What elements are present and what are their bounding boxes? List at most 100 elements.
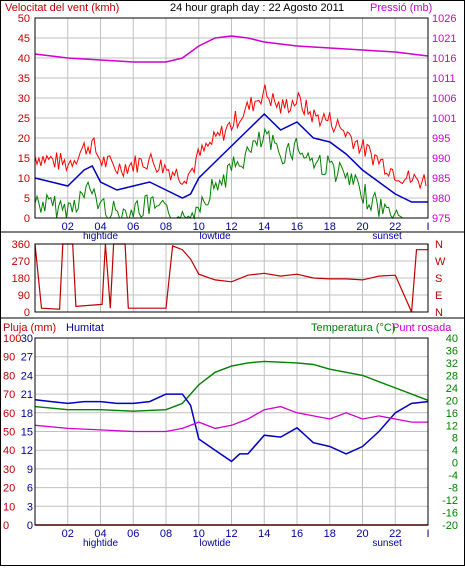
rain-tick-label: 50 (3, 427, 15, 439)
pressure-line (34, 35, 429, 63)
dewpoint-title: Punt rosada (392, 322, 452, 334)
pressure-tick-label: 1021 (432, 33, 456, 45)
hour-tick-label: 18 (324, 528, 336, 540)
humidity-tick-label: 18 (21, 408, 33, 420)
humidity-tick-label: 15 (21, 427, 33, 439)
pressure-tick-label: 1016 (432, 53, 456, 65)
event-label: hightide (83, 538, 118, 549)
compass-tick-label: W (435, 256, 446, 268)
humidity-line (34, 393, 429, 463)
hour-tick-label: 08 (160, 528, 172, 540)
temperature-tick-label: -8 (448, 483, 458, 495)
compass-tick-label: N (435, 307, 443, 319)
rain-title: Pluja (mm) (3, 322, 56, 334)
temperature-tick-label: 16 (446, 408, 458, 420)
hour-tick-label: 10 (193, 528, 205, 540)
hour-tick-label: 08 (160, 221, 172, 233)
humidity-tick-label: 27 (21, 352, 33, 364)
pressure-tick-label: 980 (432, 193, 450, 205)
wind-low-line (34, 127, 426, 220)
pressure-tick-label: 985 (432, 173, 450, 185)
wind-direction-line (34, 243, 429, 313)
wind-gust-line (34, 84, 427, 190)
direction-tick-label: 90 (18, 290, 30, 302)
event-label: sunset (372, 231, 402, 242)
temperature-tick-label: 8 (452, 433, 458, 445)
hour-tick-label: 16 (291, 221, 303, 233)
event-label: hightide (83, 231, 118, 242)
humidity-tick-label: 6 (27, 483, 33, 495)
rain-tick-label: 80 (3, 370, 15, 382)
temperature-tick-label: -12 (442, 495, 458, 507)
wind-tick-label: 15 (18, 153, 30, 165)
hour-tick-label: 14 (258, 528, 270, 540)
date-title: 24 hour graph day : 22 Agosto 2011 (170, 2, 344, 14)
temperature-tick-label: -4 (448, 470, 458, 482)
panel-frame (34, 17, 429, 219)
wind-tick-label: 50 (18, 13, 30, 25)
wind-tick-label: 25 (18, 113, 30, 125)
hour-tick-label: 20 (356, 528, 368, 540)
wind-tick-label: 40 (18, 53, 30, 65)
rain-tick-label: 90 (3, 352, 15, 364)
humidity-tick-label: 9 (27, 464, 33, 476)
hour-tick-label: 14 (258, 221, 270, 233)
pressure-tick-label: 995 (432, 133, 450, 145)
direction-tick-label: 0 (24, 307, 30, 319)
hour-tick-label: 20 (356, 221, 368, 233)
rain-tick-label: 10 (3, 501, 15, 513)
hour-tick-label: 18 (324, 221, 336, 233)
rain-tick-label: 40 (3, 445, 15, 457)
temperature-title: Temperatura (°C) (311, 322, 395, 334)
dewpoint-line (34, 405, 428, 433)
hour-tick-label: 04 (94, 221, 106, 233)
wind-tick-label: 5 (24, 193, 30, 205)
humidity-tick-label: 21 (21, 389, 33, 401)
event-label: lowtide (200, 538, 232, 549)
wind-tick-label: 45 (18, 33, 30, 45)
hour-tick-label: 04 (94, 528, 106, 540)
pressure-tick-label: 1011 (432, 73, 456, 85)
hour-tick-label: I (426, 221, 429, 233)
temperature-tick-label: 12 (446, 420, 458, 432)
hour-tick-label: 22 (389, 221, 401, 233)
compass-tick-label: S (435, 273, 442, 285)
hour-tick-label: 02 (62, 221, 74, 233)
direction-tick-label: 270 (12, 256, 30, 268)
pressure-tick-label: 1001 (432, 113, 456, 125)
rain-tick-label: 20 (3, 483, 15, 495)
temperature-tick-label: 4 (452, 445, 458, 457)
compass-tick-label: N (435, 239, 443, 251)
temperature-tick-label: -20 (442, 520, 458, 532)
wind-tick-label: 20 (18, 133, 30, 145)
humidity-tick-label: 30 (21, 333, 33, 345)
hour-tick-label: 06 (127, 528, 139, 540)
rain-tick-label: 60 (3, 408, 15, 420)
pressure-tick-label: 1006 (432, 93, 456, 105)
direction-tick-label: 180 (12, 273, 30, 285)
panel-frame (34, 337, 429, 526)
temperature-tick-label: 0 (452, 458, 458, 470)
humidity-tick-label: 0 (27, 520, 33, 532)
temperature-tick-label: -16 (442, 508, 458, 520)
hour-tick-label: 12 (225, 528, 237, 540)
temperature-tick-label: 20 (446, 395, 458, 407)
wind-tick-label: 10 (18, 173, 30, 185)
temperature-tick-label: 40 (446, 333, 458, 345)
rain-tick-label: 100 (3, 333, 21, 345)
humidity-tick-label: 12 (21, 445, 33, 457)
panel-frame (34, 243, 429, 313)
pressure-tick-label: 975 (432, 213, 450, 225)
pressure-tick-label: 1026 (432, 13, 456, 25)
wind-tick-label: 35 (18, 73, 30, 85)
temperature-tick-label: 24 (446, 383, 458, 395)
humidity-title: Humitat (66, 322, 104, 334)
hour-tick-label: 16 (291, 528, 303, 540)
hour-tick-label: 06 (127, 221, 139, 233)
hour-tick-label: I (426, 528, 429, 540)
hour-tick-label: 02 (62, 528, 74, 540)
temperature-tick-label: 36 (446, 345, 458, 357)
